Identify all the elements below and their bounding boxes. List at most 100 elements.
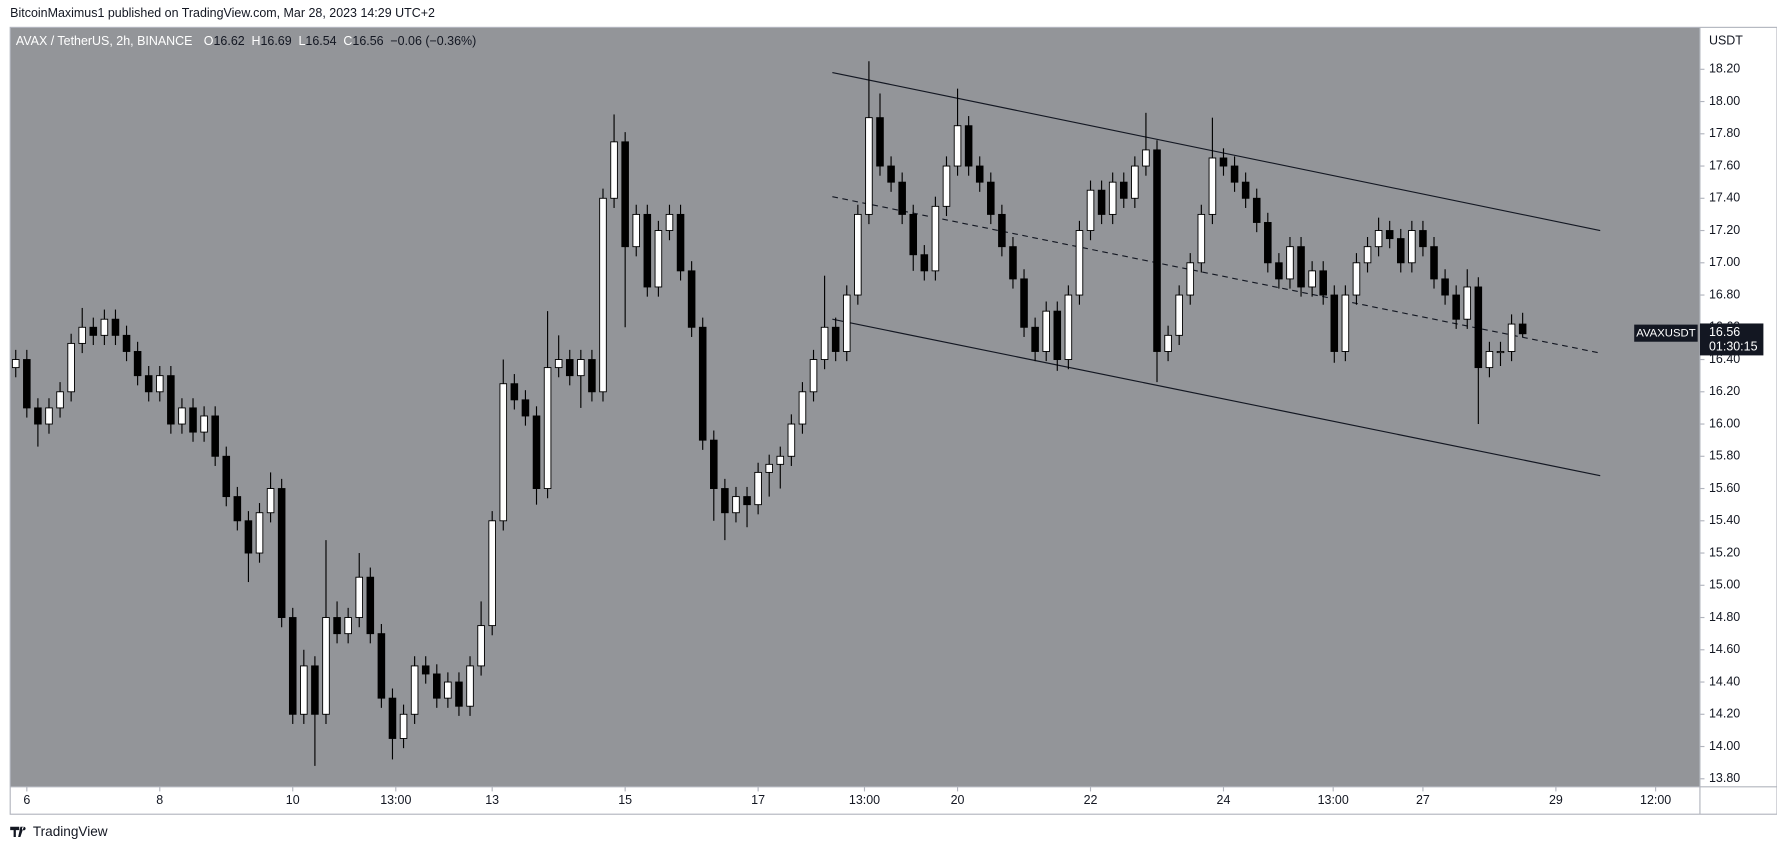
candle-body [1219,157,1228,167]
candle-body [333,617,341,635]
candle-body [355,576,364,618]
ohlc-legend: AVAX / TetherUS, 2h, BINANCE O16.62 H16.69… [16,34,476,48]
candle-body [521,399,530,417]
candle-body [322,617,330,715]
candle-body [1164,334,1172,352]
candle-body [643,213,652,288]
candle-body [222,455,231,498]
candle-body [1352,262,1361,296]
ohlc-value: 16.54 [305,34,336,48]
candle-body [11,359,20,369]
candle-body [920,254,929,272]
x-tick-label: 20 [951,793,965,807]
candle-body [1064,294,1073,360]
candle-body [754,471,762,506]
symbol-tag-label: AVAXUSDT [1636,328,1695,340]
candle-body [588,359,596,393]
candle-body [45,407,53,425]
candle-body [987,181,995,215]
candle-body [1031,326,1039,352]
candles [11,61,1527,766]
x-tick-label: 22 [1084,793,1098,807]
candle-body [67,342,75,393]
y-tick-label: 15.00 [1709,578,1740,592]
channel-midline [832,196,1601,354]
candle-body [743,496,751,506]
x-tick-label: 13 [485,793,499,807]
x-tick-label: 13:00 [849,793,880,807]
candle-body [776,455,785,465]
candle-body [610,141,618,199]
candle-body [122,334,131,352]
candle-body [532,415,541,489]
candle-body [1385,230,1394,240]
candle-body [831,326,840,352]
candle-body [444,681,452,699]
y-unit: USDT [1709,33,1743,47]
candle-body [377,633,386,699]
change: −0.06 (−0.36%) [390,34,476,48]
y-tick-label: 16.00 [1709,416,1740,430]
candle-body [399,713,408,739]
candle-body [565,359,574,377]
candle-body [78,326,86,344]
candle-body [676,213,685,272]
candle-body [89,326,98,336]
plot-background [10,27,1700,787]
candle-body [277,488,286,618]
candle-body [577,359,585,377]
x-tick-label: 13:00 [1318,793,1349,807]
candle-body [1175,294,1183,336]
candle-body [56,391,64,409]
candle-body [244,520,253,554]
candle-body [1197,213,1206,264]
candle-body [698,326,707,441]
candle-body [133,351,142,377]
y-tick-label: 17.20 [1709,223,1740,237]
candle-body [665,213,674,231]
candle-body [964,125,973,167]
ohlc-prefix: O [204,34,214,48]
candle-body [599,197,607,393]
candle-body [1408,230,1416,264]
candle-body [1341,294,1350,352]
candle-body [654,230,663,288]
candle-body [1463,286,1472,320]
candle-body [1241,181,1250,199]
candle-body [1396,238,1405,264]
x-tick-label: 15 [618,793,632,807]
y-tick-label: 17.40 [1709,191,1740,205]
candle-body [266,488,275,514]
logo [10,826,26,838]
y-tick-label: 14.40 [1709,674,1740,688]
candle-body [1042,310,1050,352]
candle-body [998,213,1006,248]
candle-body [1075,230,1084,296]
candle-body [100,318,109,336]
candle-body [421,665,430,675]
x-tick-label: 29 [1549,793,1563,807]
candle-body [1142,149,1150,167]
candle-body [909,213,918,256]
ohlc-value: 16.69 [260,34,291,48]
candle-body [455,681,463,707]
x-tick-label: 13:00 [380,793,411,807]
candle-body [488,520,496,627]
y-tick-label: 15.40 [1709,513,1740,527]
candle-body [732,496,740,514]
candle-body [344,617,352,635]
candle-body [876,117,884,167]
candle-body [842,294,851,352]
x-tick-label: 17 [751,793,765,807]
x-tick-label: 8 [156,793,163,807]
candle-body [1053,310,1062,360]
symbol-title: AVAX / TetherUS, 2h, BINANCE [16,34,193,48]
candle-body [1208,157,1217,215]
x-tick-label: 6 [23,793,30,807]
candle-body [1252,197,1261,223]
candle-body [1119,181,1128,199]
candle-body [1297,246,1305,288]
candle-body [1286,246,1294,280]
candle-body [433,673,441,699]
candle-body [721,488,729,514]
